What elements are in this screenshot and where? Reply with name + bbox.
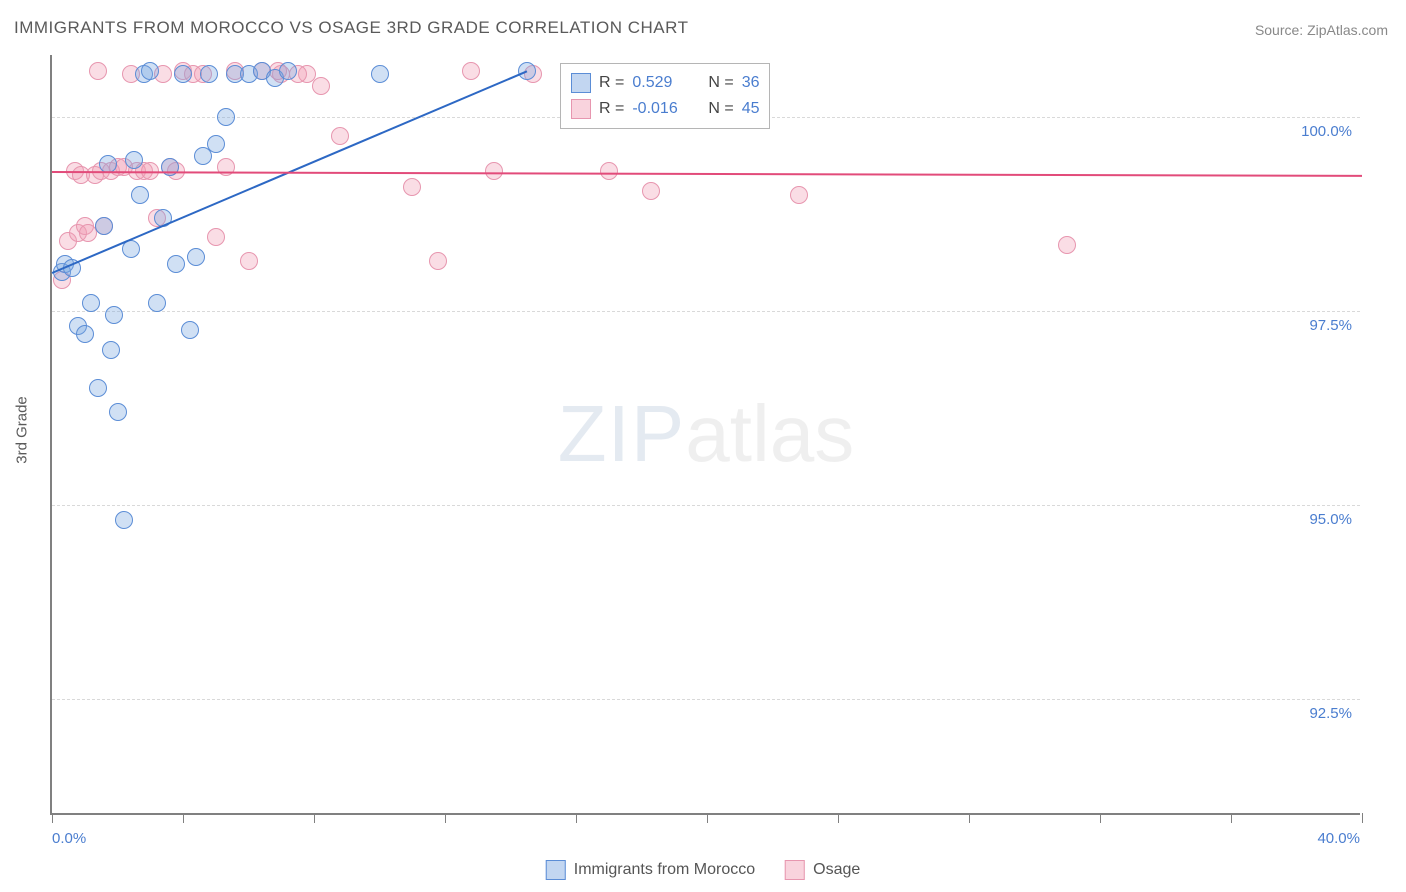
scatter-point-osage: [790, 186, 808, 204]
legend-label-morocco: Immigrants from Morocco: [574, 861, 755, 879]
chart-title: IMMIGRANTS FROM MOROCCO VS OSAGE 3RD GRA…: [14, 18, 688, 38]
watermark: ZIPatlas: [558, 388, 854, 480]
scatter-point-osage: [429, 252, 447, 270]
legend-swatch-pink: [785, 860, 805, 880]
scatter-point-morocco: [161, 158, 179, 176]
scatter-point-morocco: [125, 151, 143, 169]
x-tick-mark: [707, 813, 708, 823]
stats-swatch: [571, 73, 591, 93]
source-link[interactable]: ZipAtlas.com: [1307, 22, 1388, 38]
scatter-point-morocco: [181, 321, 199, 339]
y-tick-label: 92.5%: [1309, 705, 1352, 722]
scatter-point-morocco: [109, 403, 127, 421]
stats-R-value: 0.529: [632, 74, 692, 92]
source-attribution: Source: ZipAtlas.com: [1255, 22, 1388, 38]
stats-R-label: R =: [599, 74, 624, 92]
source-label: Source:: [1255, 22, 1303, 38]
scatter-point-morocco: [167, 255, 185, 273]
scatter-point-osage: [312, 77, 330, 95]
trend-line-osage: [52, 171, 1362, 177]
legend-item-osage: Osage: [785, 860, 860, 880]
scatter-point-morocco: [82, 294, 100, 312]
scatter-point-osage: [642, 182, 660, 200]
scatter-point-morocco: [102, 341, 120, 359]
stats-N-label: N =: [708, 74, 733, 92]
scatter-point-morocco: [76, 325, 94, 343]
scatter-point-morocco: [99, 155, 117, 173]
x-tick-mark: [445, 813, 446, 823]
watermark-zip: ZIP: [558, 389, 685, 478]
scatter-point-morocco: [187, 248, 205, 266]
scatter-point-osage: [89, 62, 107, 80]
scatter-point-morocco: [131, 186, 149, 204]
y-tick-label: 95.0%: [1309, 511, 1352, 528]
scatter-point-osage: [1058, 236, 1076, 254]
scatter-point-morocco: [207, 135, 225, 153]
scatter-point-morocco: [141, 62, 159, 80]
x-tick-mark: [52, 813, 53, 823]
x-tick-mark: [1231, 813, 1232, 823]
x-tick-mark: [183, 813, 184, 823]
scatter-point-morocco: [174, 65, 192, 83]
scatter-point-osage: [240, 252, 258, 270]
y-tick-label: 97.5%: [1309, 317, 1352, 334]
stats-box: R = 0.529 N = 36 R = -0.016 N = 45: [560, 63, 770, 129]
scatter-point-morocco: [200, 65, 218, 83]
x-tick-label-left: 0.0%: [52, 830, 86, 847]
scatter-point-morocco: [89, 379, 107, 397]
scatter-point-morocco: [115, 511, 133, 529]
stats-N-value: 45: [742, 100, 760, 118]
stats-swatch: [571, 99, 591, 119]
legend-item-morocco: Immigrants from Morocco: [546, 860, 755, 880]
stats-row-morocco: R = 0.529 N = 36: [571, 70, 759, 96]
stats-N-label: N =: [708, 100, 733, 118]
y-axis-label: 3rd Grade: [14, 396, 31, 464]
x-tick-mark: [969, 813, 970, 823]
scatter-point-osage: [403, 178, 421, 196]
scatter-point-morocco: [105, 306, 123, 324]
bottom-legend: Immigrants from Morocco Osage: [546, 860, 861, 880]
scatter-point-morocco: [217, 108, 235, 126]
scatter-point-osage: [462, 62, 480, 80]
scatter-point-osage: [79, 224, 97, 242]
legend-label-osage: Osage: [813, 861, 860, 879]
scatter-point-morocco: [148, 294, 166, 312]
stats-R-label: R =: [599, 100, 624, 118]
legend-swatch-blue: [546, 860, 566, 880]
scatter-point-morocco: [371, 65, 389, 83]
gridline-h: [52, 505, 1360, 506]
scatter-point-osage: [600, 162, 618, 180]
stats-row-osage: R = -0.016 N = 45: [571, 96, 759, 122]
stats-R-value: -0.016: [632, 100, 692, 118]
scatter-point-osage: [331, 127, 349, 145]
x-tick-mark: [576, 813, 577, 823]
scatter-point-osage: [207, 228, 225, 246]
plot-area: ZIPatlas 92.5%95.0%97.5%100.0%0.0%40.0%R…: [50, 55, 1360, 815]
watermark-atlas: atlas: [685, 389, 854, 478]
gridline-h: [52, 699, 1360, 700]
scatter-point-osage: [217, 158, 235, 176]
x-tick-mark: [314, 813, 315, 823]
gridline-h: [52, 311, 1360, 312]
scatter-point-morocco: [279, 62, 297, 80]
x-tick-label-right: 40.0%: [1317, 830, 1360, 847]
stats-N-value: 36: [742, 74, 760, 92]
y-tick-label: 100.0%: [1301, 123, 1352, 140]
x-tick-mark: [1100, 813, 1101, 823]
x-tick-mark: [1362, 813, 1363, 823]
scatter-point-morocco: [95, 217, 113, 235]
x-tick-mark: [838, 813, 839, 823]
